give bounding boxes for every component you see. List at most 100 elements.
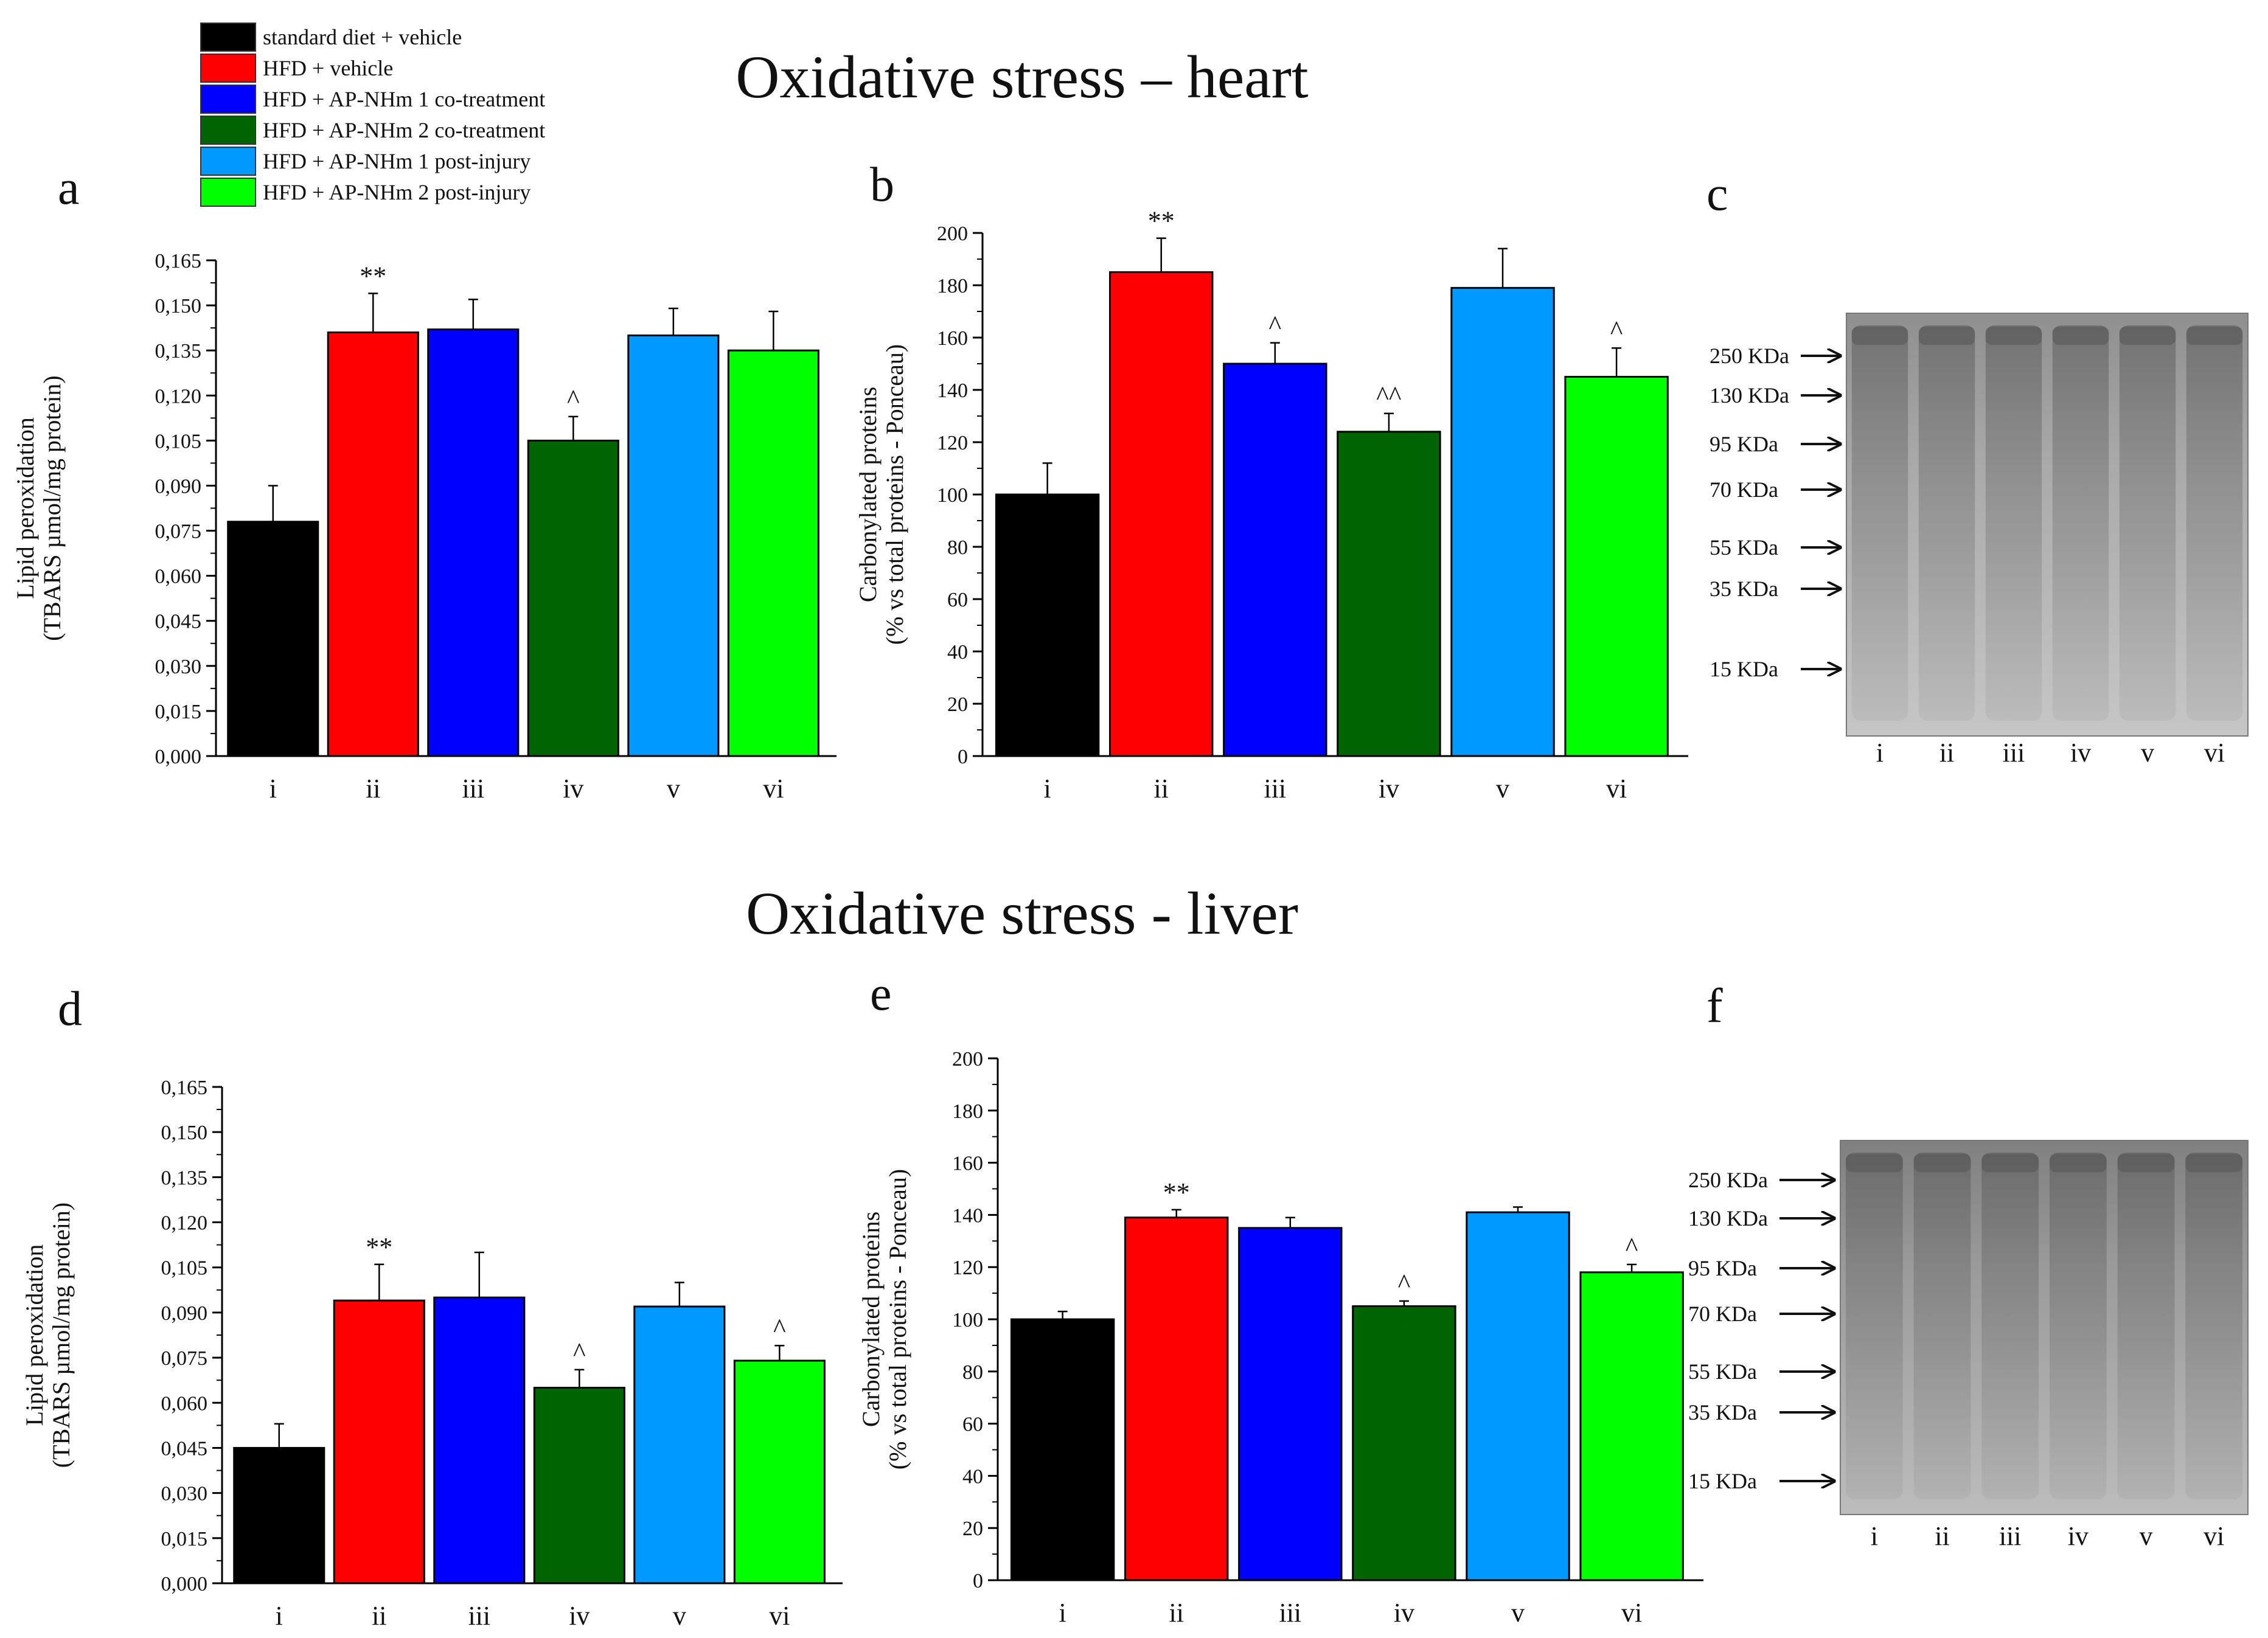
chart-b-ytick-label: 20: [947, 693, 968, 716]
chart-b-xtick-label-iv: iv: [1379, 774, 1399, 803]
chart-a-xtick-label-vi: vi: [763, 774, 784, 803]
blot-f-lane-label-vi: vi: [2204, 1521, 2224, 1551]
chart-b-ytick-label: 120: [937, 432, 968, 454]
chart-d-bar-ii: [333, 1299, 425, 1584]
blot-c-lane-label-vi: vi: [2204, 738, 2225, 768]
blot-f-lane-ii: [1913, 1153, 1971, 1499]
chart-e-bar-v: [1466, 1211, 1570, 1581]
chart-a-bar-iv: [527, 439, 619, 757]
chart-d-ytick-label: 0,075: [161, 1347, 208, 1370]
blot-c-lane-label-iv: iv: [2070, 738, 2091, 768]
chart-b-significance-ii: **: [1148, 206, 1175, 236]
chart-b-bar-iii: [1223, 363, 1327, 757]
chart-b-heart-carbonylated-proteins: 0 20 40 60 80 100 120 140 160 180 200 Carbonylated …: [854, 206, 1688, 803]
blot-c-marker-label: 55 KDa: [1710, 535, 1778, 560]
chart-e-xtick-label-iii: iii: [1279, 1598, 1301, 1628]
chart-a-ytick-label: 0,030: [155, 656, 202, 678]
chart-a-ytick-label: 0,120: [155, 385, 202, 408]
chart-a-xtick-label-iv: iv: [563, 774, 583, 803]
chart-b-bar-iv: [1337, 431, 1441, 757]
panel-letter-d: d: [58, 982, 82, 1036]
chart-a-ylabel-line1: Lipid peroxidation: [12, 417, 39, 599]
blot-f-marker-label: 35 KDa: [1688, 1400, 1757, 1425]
blot-f-marker-label: 130 KDa: [1688, 1206, 1768, 1230]
chart-e-bar-iv: [1352, 1305, 1456, 1581]
chart-e-significance-vi: ^: [1626, 1232, 1638, 1262]
chart-e-ytick-label: 140: [952, 1204, 983, 1227]
chart-d-ylabel-line1: Lipid peroxidation: [21, 1244, 48, 1426]
chart-a-ytick-label: 0,165: [155, 250, 202, 272]
chart-d-significance-vi: ^: [773, 1313, 786, 1343]
blot-f-lane-label-iii: iii: [1999, 1521, 2022, 1551]
chart-b-ytick-label: 0: [958, 746, 968, 768]
blot-f-lane-iii: [1981, 1153, 2039, 1499]
blot-f-lane-label-i: i: [1871, 1521, 1878, 1551]
blot-c-lane-top-band: [2052, 327, 2109, 345]
chart-a-significance-ii: **: [360, 261, 386, 291]
blot-f-lane-v: [2117, 1153, 2175, 1499]
chart-d-bar-iv: [533, 1387, 625, 1584]
chart-e-xtick-label-i: i: [1059, 1598, 1066, 1628]
chart-e-ytick-label: 120: [952, 1257, 983, 1279]
chart-b-ytick-label: 60: [947, 589, 968, 611]
chart-b-xtick-label-ii: ii: [1154, 774, 1169, 803]
chart-a-ytick-label: 0,060: [155, 566, 202, 588]
chart-d-ytick-label: 0,135: [161, 1167, 208, 1189]
blot-f-marker-label: 70 KDa: [1688, 1302, 1757, 1326]
chart-a-xtick-label-ii: ii: [366, 774, 380, 803]
chart-b-xtick-label-vi: vi: [1606, 774, 1627, 803]
chart-a-xtick-label-iii: iii: [462, 774, 484, 803]
chart-b-ytick-label: 80: [947, 536, 968, 559]
chart-a-xtick-label-v: v: [667, 774, 680, 803]
blot-c-lane-top-band: [1918, 327, 1975, 345]
chart-b-xtick-label-i: i: [1044, 774, 1051, 803]
chart-d-significance-iv: ^: [573, 1338, 586, 1367]
chart-d-bar-iii: [433, 1296, 526, 1584]
blot-c-marker-label: 95 KDa: [1710, 432, 1778, 456]
chart-a-ytick-label: 0,135: [155, 340, 202, 363]
blot-f-lane-top-band: [2117, 1154, 2175, 1172]
chart-b-bar-v: [1450, 286, 1555, 757]
legend-swatch-4: [200, 116, 256, 145]
blot-c-marker-label: 35 KDa: [1710, 577, 1778, 601]
blot-f-lane-vi: [2185, 1153, 2243, 1499]
chart-d-xtick-label-v: v: [673, 1601, 686, 1631]
legend-swatch-3: [200, 85, 256, 114]
chart-b-ytick-label: 180: [937, 275, 968, 297]
chart-b-bar-ii: [1109, 271, 1214, 757]
blot-c-lane-label-iii: iii: [2003, 738, 2025, 768]
blot-f-lane-label-ii: ii: [1935, 1521, 1949, 1551]
blot-f-marker-label: 55 KDa: [1688, 1359, 1757, 1384]
blot-f-lane-top-band: [1981, 1154, 2039, 1172]
chart-d-ytick-label: 0,120: [161, 1212, 208, 1235]
chart-e-xtick-label-v: v: [1511, 1598, 1525, 1628]
chart-d-xtick-label-i: i: [276, 1601, 283, 1631]
chart-b-xtick-label-iii: iii: [1264, 774, 1286, 803]
chart-a-bar-v: [627, 334, 720, 757]
chart-b-ylabel-line1: Carbonylated proteins: [854, 387, 882, 602]
chart-b-bar-vi: [1564, 376, 1669, 757]
chart-d-xtick-label-iii: iii: [468, 1601, 490, 1631]
chart-b-significance-iv: ^^: [1376, 381, 1402, 411]
chart-a-ytick-label: 0,150: [155, 295, 202, 318]
chart-e-ytick-label: 200: [952, 1048, 983, 1071]
chart-d-ytick-label: 0,150: [161, 1122, 208, 1144]
chart-a-bar-vi: [727, 349, 819, 757]
blot-c-marker-label: 15 KDa: [1710, 657, 1778, 681]
chart-e-ytick-label: 0: [973, 1570, 983, 1592]
chart-d-bar-i: [233, 1446, 325, 1584]
blot-c-lane-top-band: [1985, 327, 2042, 345]
chart-b-ytick-label: 140: [937, 380, 968, 402]
chart-a-ytick-label: 0,045: [155, 611, 202, 633]
panel-letter-e: e: [870, 967, 892, 1021]
blot-f-membrane: [1840, 1140, 2249, 1515]
blot-c-lane-vi: [2186, 325, 2243, 721]
chart-a-ytick-label: 0,015: [155, 701, 202, 723]
chart-a-bar-i: [227, 521, 319, 757]
chart-a-bar-iii: [427, 328, 520, 757]
legend-swatch-2: [200, 54, 256, 83]
blot-f-lane-top-band: [1913, 1154, 1971, 1172]
chart-d-significance-ii: **: [366, 1232, 392, 1262]
blot-c-marker-label: 70 KDa: [1710, 477, 1778, 502]
chart-d-xtick-label-iv: iv: [569, 1601, 590, 1631]
